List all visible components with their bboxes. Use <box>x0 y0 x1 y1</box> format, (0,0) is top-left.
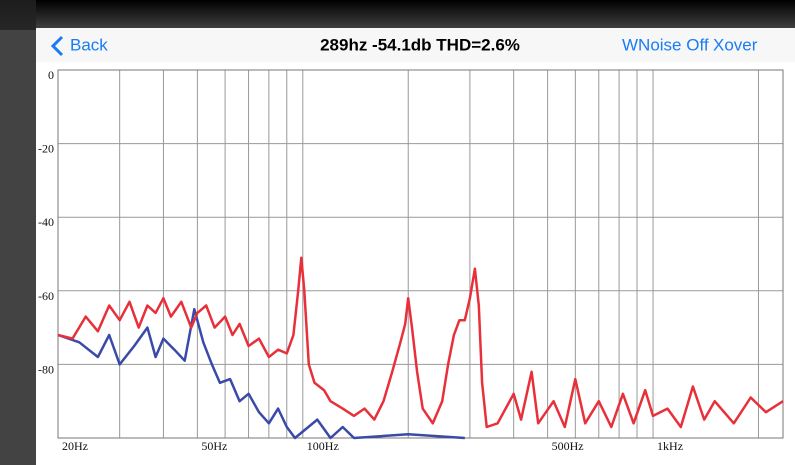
y-tick-label: 0 <box>48 68 54 82</box>
left-shade <box>0 0 36 465</box>
back-button[interactable]: Back <box>70 35 108 54</box>
top-shade <box>0 0 795 30</box>
nav-title: 289hz -54.1db THD=2.6% <box>320 35 520 54</box>
xover-button[interactable]: Xover <box>713 35 758 54</box>
x-tick-label: 20Hz <box>62 439 88 453</box>
back-chevron[interactable] <box>50 35 64 57</box>
nav-bar <box>36 28 795 62</box>
spectrum-line <box>57 256 784 429</box>
y-tick-label: -60 <box>38 289 54 303</box>
plot: 0 -20 -40 -60 -80 20Hz 50Hz 100Hz 500Hz 1kHz <box>38 68 784 453</box>
x-tick-label: 500Hz <box>552 439 584 453</box>
x-tick-label: 100Hz <box>307 439 339 453</box>
plot-frame <box>57 69 784 439</box>
plot-bg <box>36 62 795 438</box>
wnoise-button[interactable]: WNoise Off <box>622 35 709 54</box>
spectrum-line <box>57 307 465 440</box>
y-tick-label: -40 <box>38 215 54 229</box>
x-tick-label: 1kHz <box>657 439 683 453</box>
y-tick-label: -80 <box>38 362 54 376</box>
y-tick-label: -20 <box>38 142 54 156</box>
x-tick-label: 50Hz <box>201 439 227 453</box>
